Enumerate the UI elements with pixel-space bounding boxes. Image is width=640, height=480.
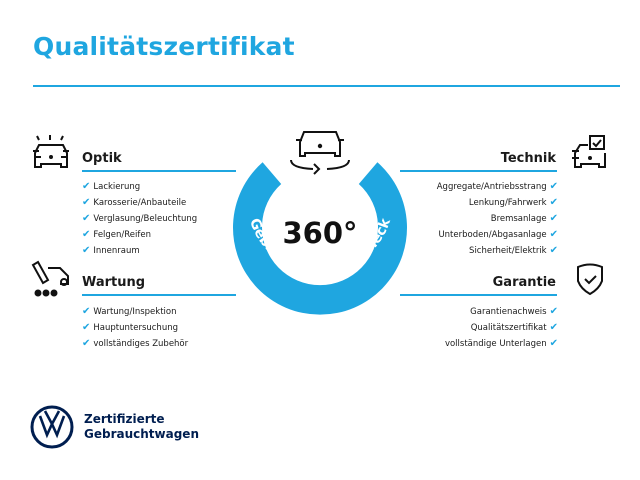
section-title-optik: Optik <box>82 151 122 166</box>
list-item: Unterboden/Abgasanlage ✔ <box>438 229 558 240</box>
list-item: ✔ Innenraum <box>82 245 140 256</box>
technik-divider <box>400 170 557 172</box>
check-icon: ✔ <box>82 213 91 224</box>
logo-line-2: Gebrauchtwagen <box>84 427 199 441</box>
check-icon: ✔ <box>82 322 91 333</box>
check-icon: ✔ <box>82 229 91 240</box>
check-icon: ✔ <box>549 322 558 333</box>
check-icon: ✔ <box>549 338 558 349</box>
check-icon: ✔ <box>549 306 558 317</box>
car-360-rotate-icon <box>290 131 350 175</box>
360-label: 360° <box>282 216 357 250</box>
list-item: ✔ vollständiges Zubehör <box>82 338 189 349</box>
check-icon: ✔ <box>549 229 558 240</box>
car-lights-icon <box>33 135 69 168</box>
list-item: ✔ Lackierung <box>82 181 141 192</box>
garantie-list: Garantienachweis ✔ Qualitätszertifikat ✔ v… <box>445 304 558 352</box>
list-item: Qualitätszertifikat ✔ <box>470 322 558 333</box>
wartung-divider <box>82 294 236 296</box>
title-divider <box>33 85 620 87</box>
check-icon: ✔ <box>82 197 91 208</box>
list-item: ✔ Verglasung/Beleuchtung <box>82 213 198 224</box>
list-item: ✔ Wartung/Inspektion <box>82 306 177 317</box>
check-icon: ✔ <box>549 213 558 224</box>
check-icon: ✔ <box>549 181 558 192</box>
list-item: ✔ Hauptuntersuchung <box>82 322 178 333</box>
garantie-divider <box>400 294 557 296</box>
shield-check-icon <box>577 263 603 296</box>
check-icon: ✔ <box>82 306 91 317</box>
list-item: ✔ Karosserie/Anbauteile <box>82 197 187 208</box>
optik-list: ✔ Lackierung ✔ Karosserie/Anbauteile ✔ Verg… <box>82 179 197 259</box>
vw-logo <box>30 405 74 449</box>
logo-line-1: Zertifizierte <box>84 412 165 426</box>
list-item: vollständige Unterlagen ✔ <box>444 338 558 349</box>
section-title-technik: Technik <box>500 151 556 166</box>
list-item: ✔ Felgen/Reifen <box>82 229 152 240</box>
check-icon: ✔ <box>82 338 91 349</box>
check-icon: ✔ <box>549 245 558 256</box>
ring <box>233 162 408 315</box>
wartung-list: ✔ Wartung/Inspektion ✔ Hauptuntersuchung ✔… <box>82 304 188 352</box>
list-item: Aggregate/Antriebsstrang ✔ <box>436 181 558 192</box>
section-title-wartung: Wartung <box>82 275 146 290</box>
check-icon: ✔ <box>82 181 91 192</box>
list-item: Garantienachweis ✔ <box>470 306 558 317</box>
list-item: Sicherheit/Elektrik ✔ <box>469 245 558 256</box>
car-service-icon <box>31 260 69 297</box>
page-title: Qualitätszertifikat <box>33 32 295 61</box>
list-item: Lenkung/Fahrwerk ✔ <box>468 197 558 208</box>
list-item: Bremsanlage ✔ <box>490 213 558 224</box>
check-icon: ✔ <box>549 197 558 208</box>
logo-text: Zertifizierte Gebrauchtwagen <box>84 412 199 442</box>
car-checkbox-icon <box>572 135 606 168</box>
section-title-garantie: Garantie <box>492 275 556 290</box>
check-icon: ✔ <box>82 245 91 256</box>
technik-list: Aggregate/Antriebsstrang ✔ Lenkung/Fahrwe… <box>437 179 558 259</box>
optik-divider <box>82 170 236 172</box>
